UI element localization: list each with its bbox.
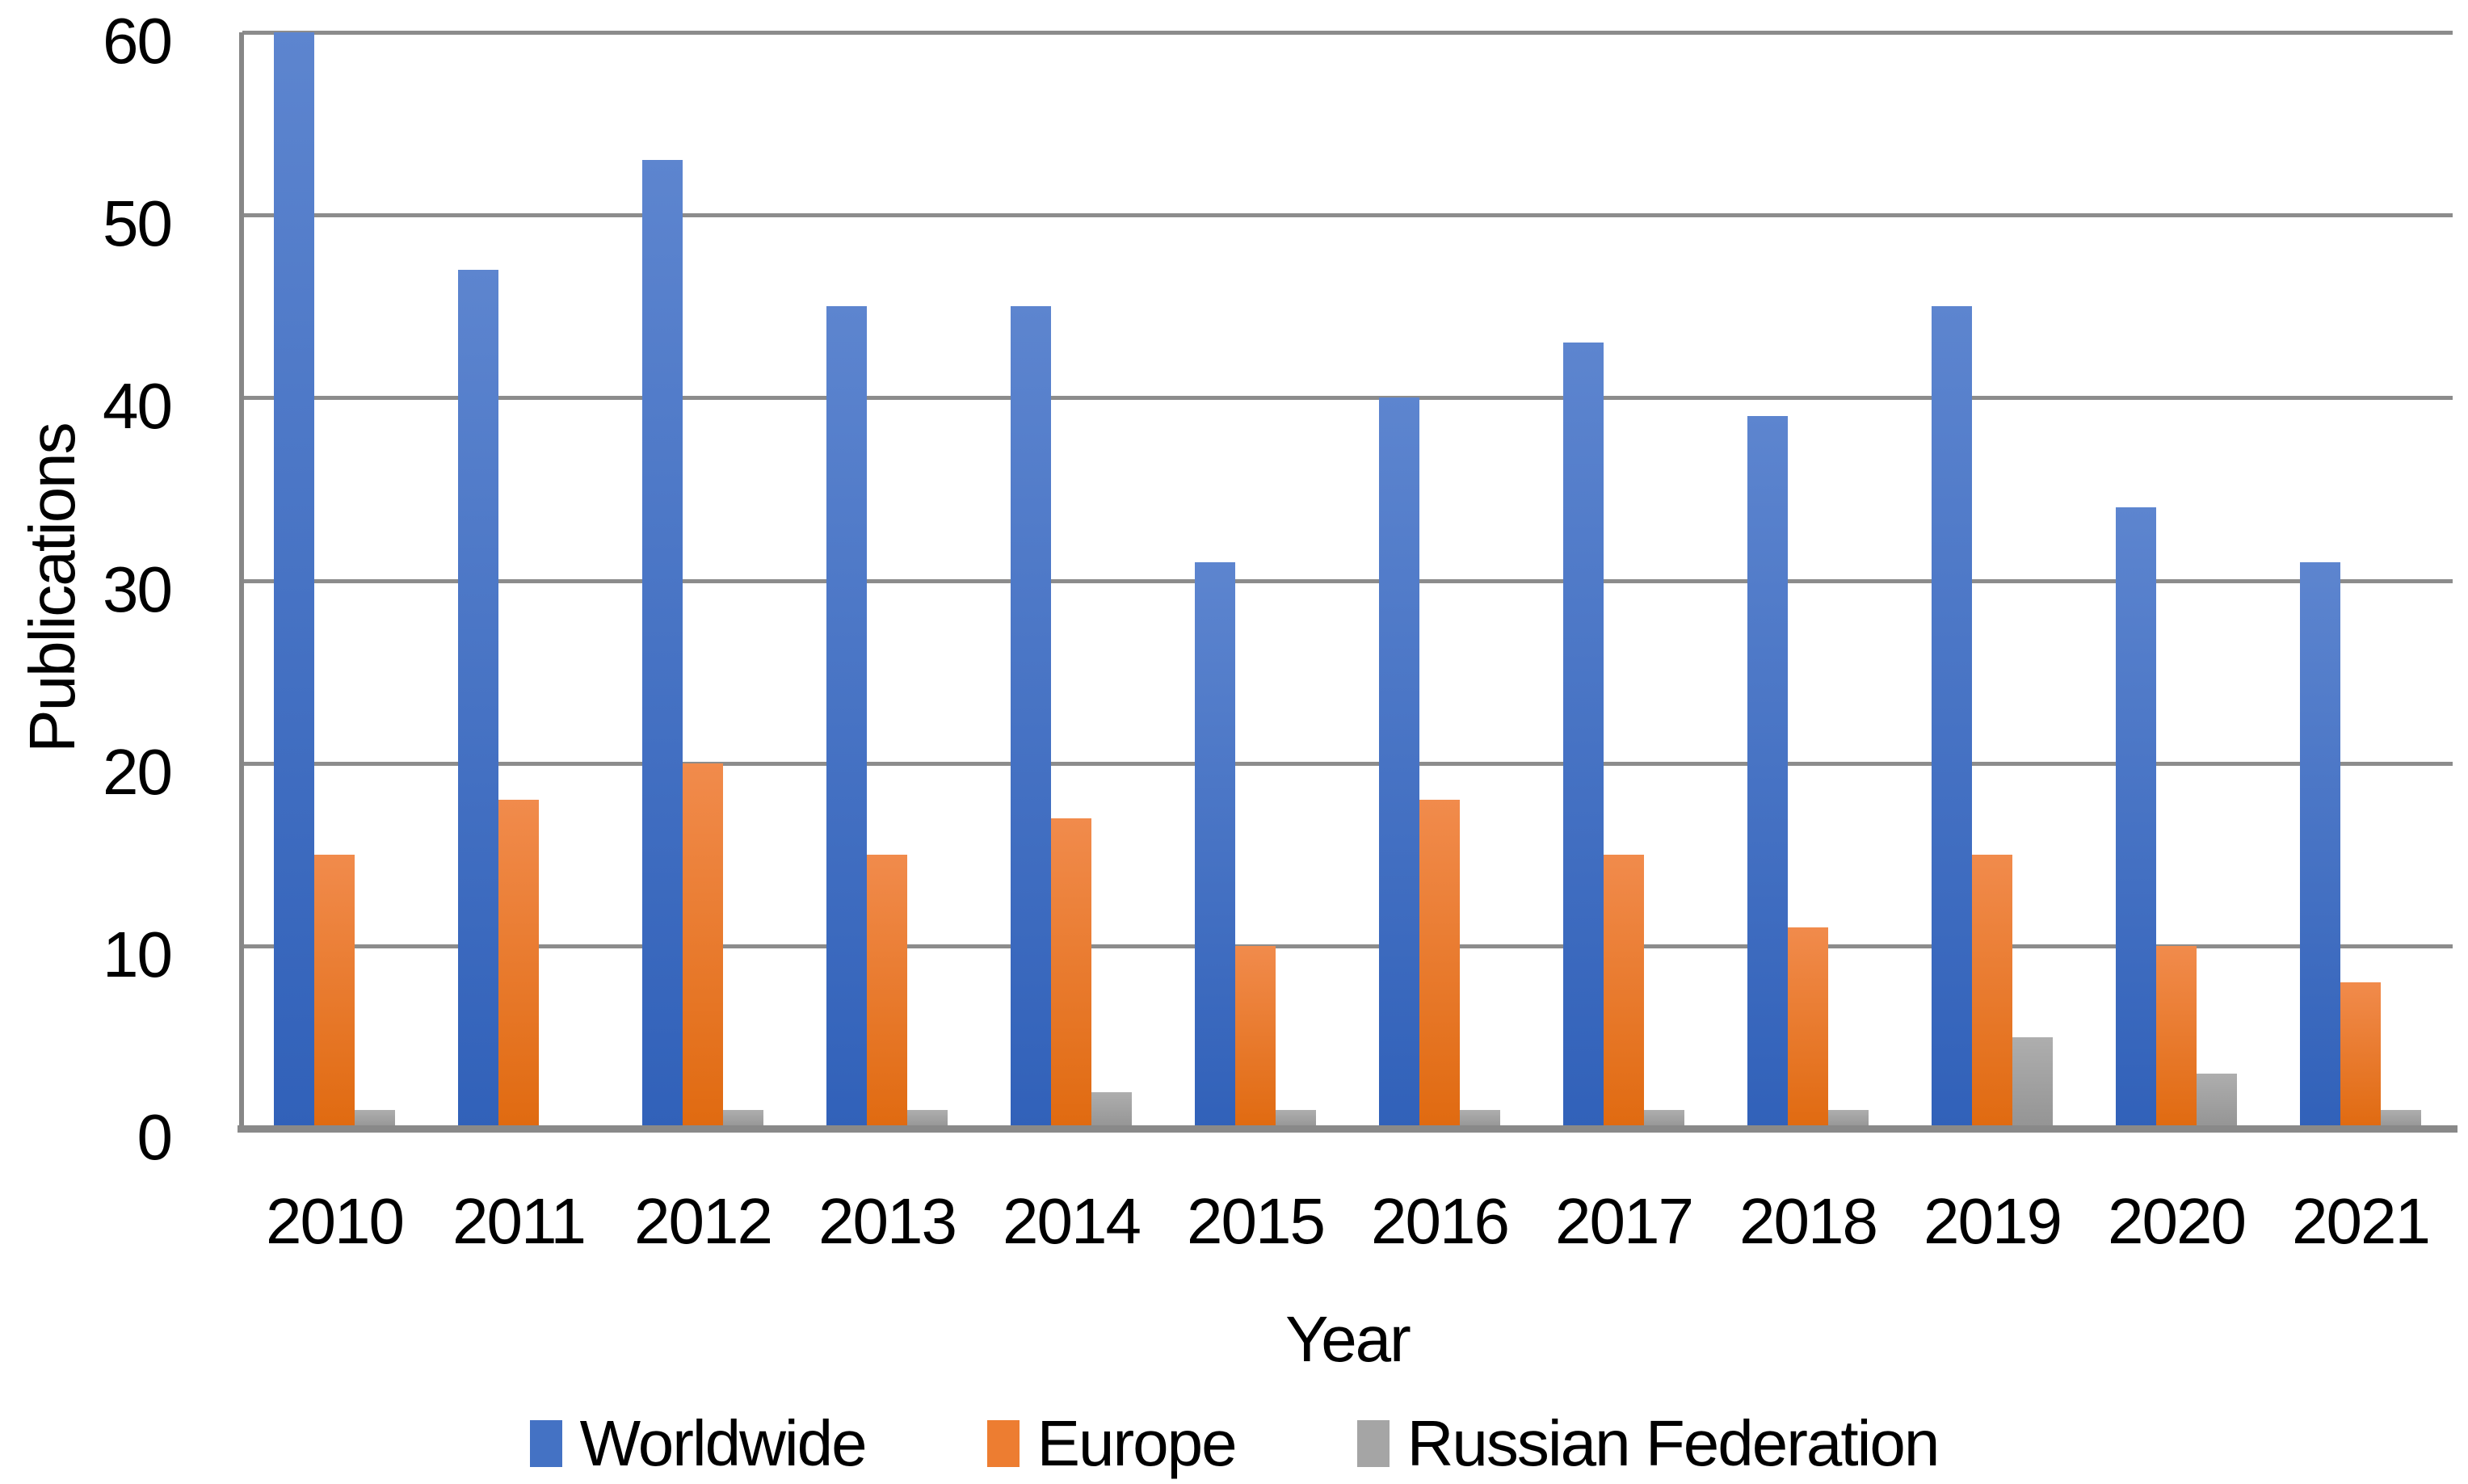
bar-europe-2021 <box>2340 982 2381 1129</box>
x-tick-label-2013: 2013 <box>818 1185 957 1257</box>
bar-europe-2016 <box>1419 800 1460 1129</box>
x-axis-title: Year <box>1285 1303 1411 1375</box>
y-tick-label-40: 40 <box>103 370 173 442</box>
x-tick-label-2014: 2014 <box>1003 1185 1142 1257</box>
x-tick-label-2010: 2010 <box>266 1185 405 1257</box>
gridline-30 <box>242 579 2453 583</box>
legend-item-worldwide: Worldwide <box>529 1407 868 1479</box>
bar-russian-federation-2012 <box>723 1110 763 1129</box>
x-tick-label-2019: 2019 <box>1924 1185 2062 1257</box>
bar-russian-federation-2021 <box>2381 1110 2421 1129</box>
bar-russian-federation-2015 <box>1276 1110 1316 1129</box>
y-tick-label-30: 30 <box>103 553 173 625</box>
legend-label: Russian Federation <box>1406 1407 1940 1479</box>
x-tick-label-2016: 2016 <box>1371 1185 1510 1257</box>
gridline-10 <box>242 944 2453 948</box>
gridline-20 <box>242 762 2453 766</box>
y-axis-title: Publications <box>16 423 88 753</box>
legend-marker-icon <box>986 1420 1020 1467</box>
x-tick-label-2012: 2012 <box>634 1185 773 1257</box>
y-tick-label-10: 10 <box>103 919 173 990</box>
bar-russian-federation-2019 <box>2012 1037 2053 1129</box>
bar-europe-2018 <box>1788 927 1828 1129</box>
bar-worldwide-2013 <box>826 306 867 1129</box>
x-axis-line <box>238 1125 2457 1133</box>
x-tick-label-2018: 2018 <box>1739 1185 1878 1257</box>
bar-russian-federation-2018 <box>1828 1110 1869 1129</box>
bar-europe-2019 <box>1972 855 2012 1129</box>
bar-worldwide-2010 <box>274 32 314 1129</box>
gridline-60 <box>242 31 2453 35</box>
x-tick-label-2020: 2020 <box>2108 1185 2247 1257</box>
legend-marker-icon <box>1356 1420 1390 1467</box>
legend-item-europe: Europe <box>986 1407 1238 1479</box>
bar-worldwide-2016 <box>1379 397 1419 1129</box>
y-axis-line <box>239 32 244 1133</box>
bar-russian-federation-2010 <box>355 1110 395 1129</box>
bar-worldwide-2015 <box>1195 562 1235 1129</box>
bar-russian-federation-2014 <box>1091 1092 1132 1129</box>
y-tick-label-0: 0 <box>137 1101 174 1173</box>
bar-russian-federation-2016 <box>1460 1110 1500 1129</box>
bar-europe-2013 <box>867 855 907 1129</box>
x-tick-label-2015: 2015 <box>1187 1185 1326 1257</box>
bar-russian-federation-2020 <box>2197 1074 2237 1129</box>
y-tick-label-50: 50 <box>103 187 173 259</box>
bar-europe-2015 <box>1235 946 1276 1129</box>
x-tick-label-2011: 2011 <box>452 1185 587 1257</box>
bar-worldwide-2012 <box>642 160 683 1129</box>
legend-marker-icon <box>529 1420 562 1467</box>
bar-europe-2012 <box>683 763 723 1129</box>
bar-russian-federation-2017 <box>1644 1110 1684 1129</box>
y-tick-label-60: 60 <box>103 5 173 77</box>
bar-russian-federation-2013 <box>907 1110 948 1129</box>
gridline-50 <box>242 213 2453 217</box>
gridline-40 <box>242 396 2453 400</box>
bar-europe-2014 <box>1051 818 1091 1129</box>
bar-worldwide-2011 <box>458 270 498 1129</box>
legend: Worldwide Europe Russian Federation <box>0 1407 2468 1480</box>
y-tick-label-20: 20 <box>103 736 173 808</box>
bar-worldwide-2014 <box>1011 306 1051 1129</box>
bar-worldwide-2021 <box>2300 562 2340 1129</box>
legend-label: Europe <box>1036 1407 1238 1479</box>
x-tick-label-2021: 2021 <box>2292 1185 2431 1257</box>
bar-europe-2010 <box>314 855 355 1129</box>
x-tick-label-2017: 2017 <box>1555 1185 1694 1257</box>
bar-europe-2017 <box>1604 855 1644 1129</box>
bar-worldwide-2019 <box>1932 306 1972 1129</box>
bar-europe-2020 <box>2156 946 2197 1129</box>
bar-europe-2011 <box>498 800 539 1129</box>
bar-worldwide-2020 <box>2116 507 2156 1129</box>
legend-item-russian-federation: Russian Federation <box>1356 1407 1940 1479</box>
bar-worldwide-2018 <box>1747 416 1788 1129</box>
bar-worldwide-2017 <box>1563 343 1604 1129</box>
legend-label: Worldwide <box>579 1407 868 1479</box>
